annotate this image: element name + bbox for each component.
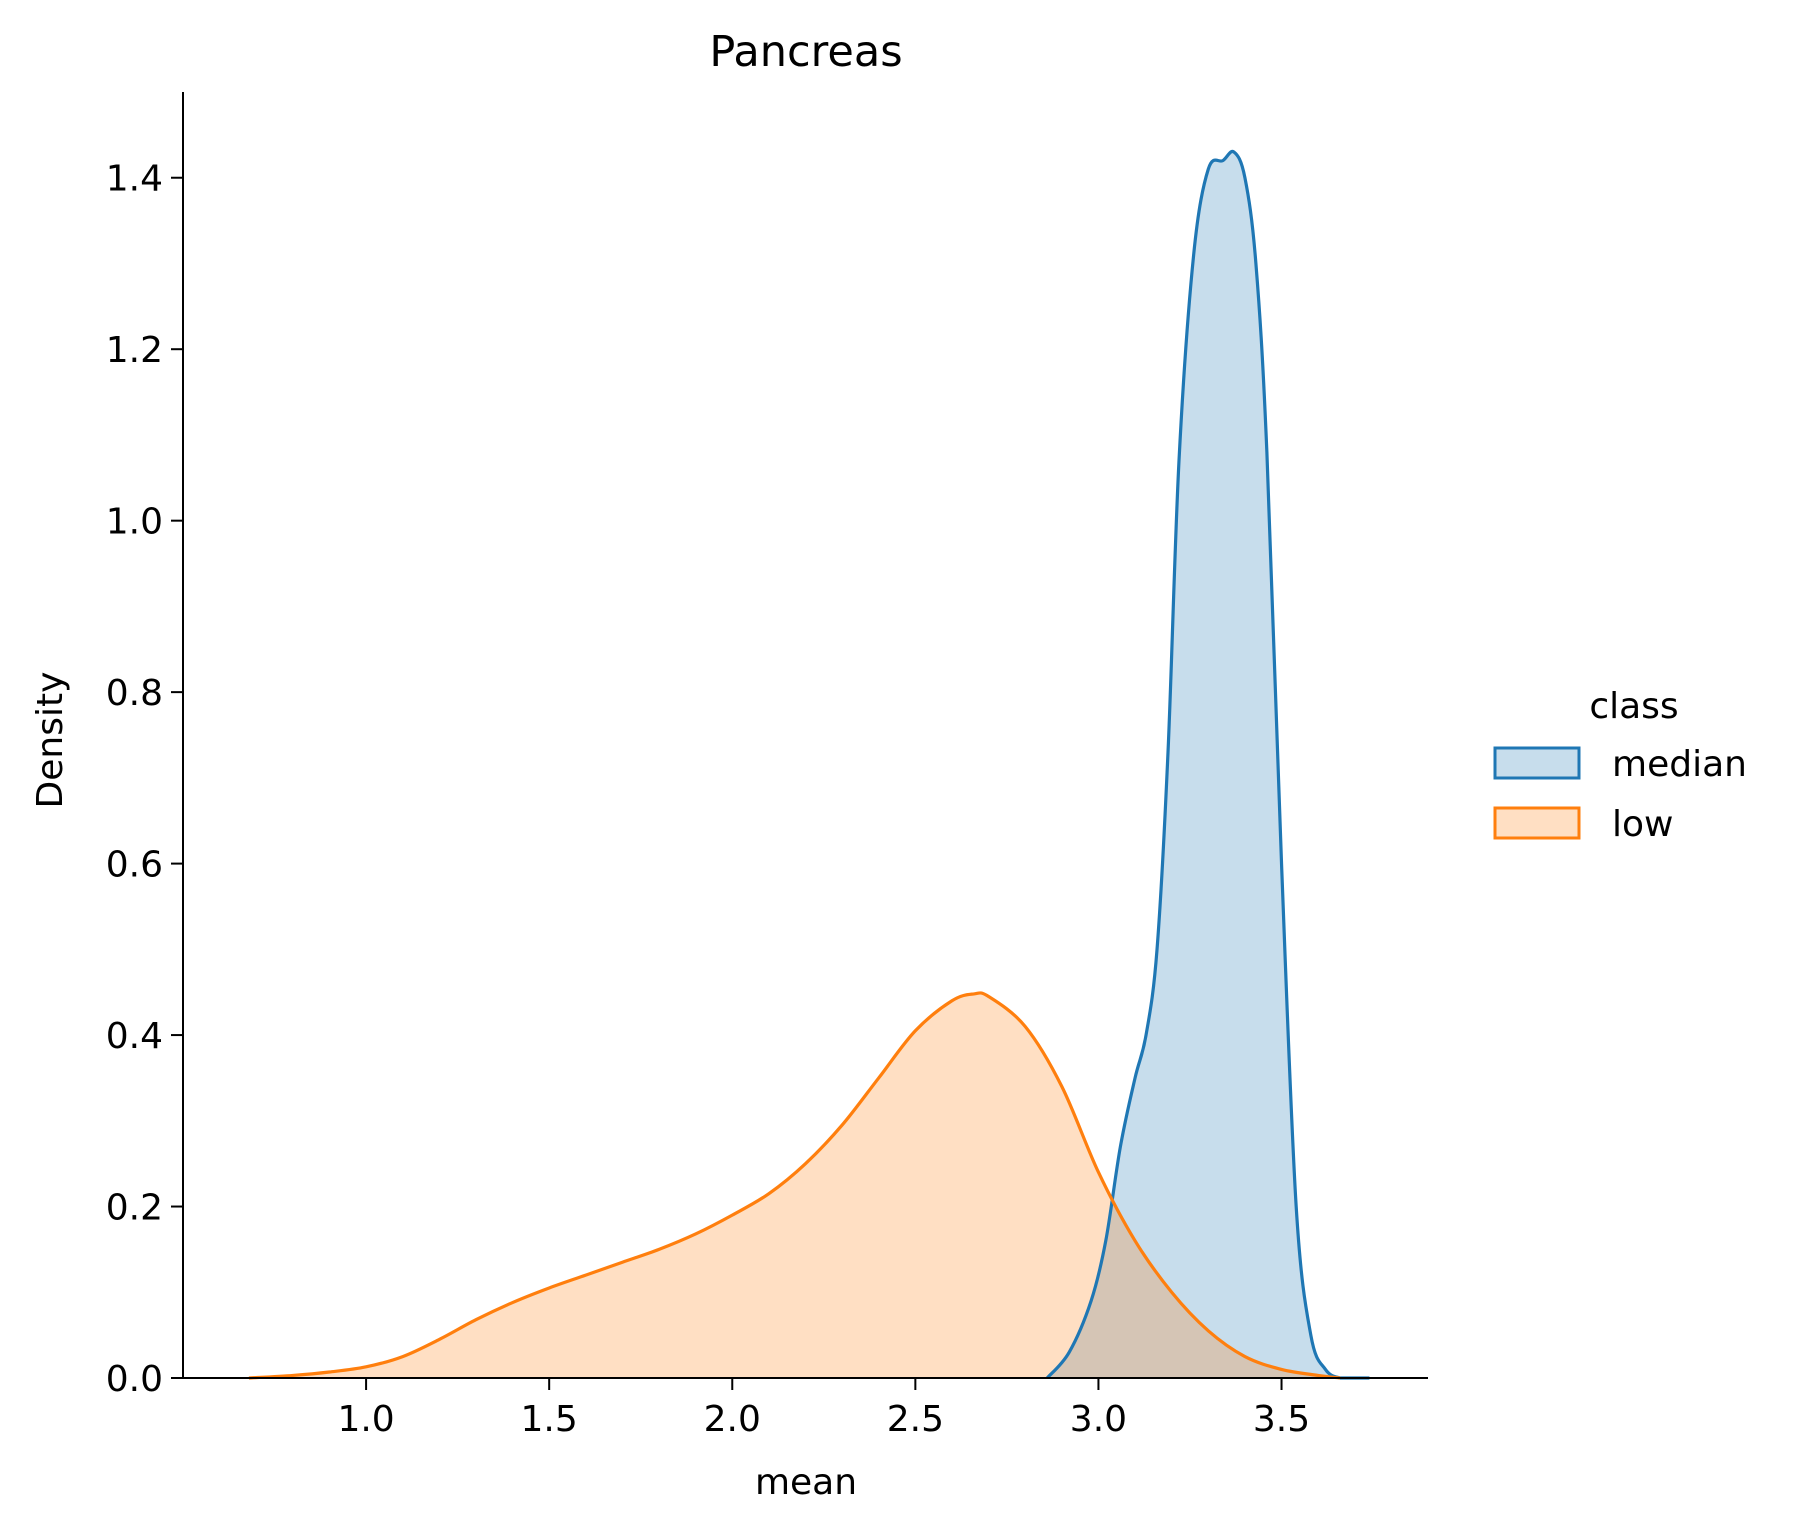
- legend-label-low: low: [1612, 804, 1673, 845]
- y-tick-label: 0.4: [106, 1016, 163, 1057]
- legend-items: median low: [1493, 744, 1747, 845]
- x-tick-label: 3.0: [1070, 1399, 1127, 1440]
- x-tick-label: 3.5: [1253, 1399, 1310, 1440]
- y-tick-label: 1.4: [106, 159, 163, 200]
- x-tick-label: 1.0: [337, 1399, 394, 1440]
- x-tick-label: 2.0: [704, 1399, 761, 1440]
- legend-swatch-low: [1493, 806, 1581, 840]
- y-axis-label: Density: [30, 672, 71, 809]
- series-fill-low: [248, 992, 1341, 1378]
- legend-swatch-median: [1493, 746, 1581, 780]
- y-tick-label: 0.8: [106, 673, 163, 714]
- y-tick-label: 0.2: [106, 1188, 163, 1229]
- y-tick-label: 1.0: [106, 502, 163, 543]
- y-tick-label: 1.2: [106, 330, 163, 371]
- legend-label-median: median: [1612, 744, 1747, 785]
- series-layer: [248, 149, 1370, 1380]
- x-ticks: 1.0 1.5 2.0 2.5 3.0 3.5: [337, 1378, 1310, 1440]
- x-tick-label: 2.5: [887, 1399, 944, 1440]
- series-line-low: [248, 991, 1341, 1380]
- y-tick-label: 0.0: [106, 1359, 163, 1400]
- legend: class median low: [1493, 686, 1747, 845]
- y-ticks: 0.0 0.2 0.4 0.6 0.8 1.0 1.2 1.4: [106, 159, 183, 1400]
- series-line-median: [1045, 149, 1370, 1380]
- chart-title: Pancreas: [709, 27, 902, 77]
- x-tick-label: 1.5: [521, 1399, 578, 1440]
- x-axis-label: mean: [755, 1462, 857, 1503]
- legend-title: class: [1589, 686, 1678, 727]
- y-tick-label: 0.6: [106, 845, 163, 886]
